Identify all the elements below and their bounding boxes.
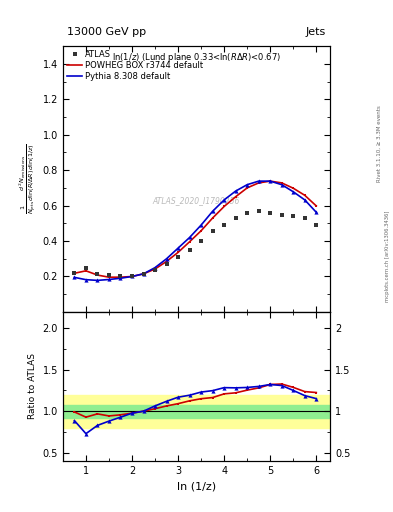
ATLAS: [118, 272, 123, 279]
ATLAS: [84, 265, 88, 271]
ATLAS: [314, 222, 319, 228]
ATLAS: [141, 271, 146, 277]
ATLAS: [187, 246, 192, 252]
Legend: ATLAS, POWHEG BOX r3744 default, Pythia 8.308 default: ATLAS, POWHEG BOX r3744 default, Pythia …: [65, 49, 205, 83]
Pythia 8.308 default: [95, 278, 100, 284]
POWHEG BOX r3744 default: [95, 272, 100, 278]
POWHEG BOX r3744 default: [72, 270, 77, 276]
POWHEG BOX r3744 default: [118, 274, 123, 280]
Pythia 8.308 default: [303, 197, 307, 203]
Pythia 8.308 default: [164, 255, 169, 262]
POWHEG BOX r3744 default: [268, 178, 273, 184]
Pythia 8.308 default: [107, 276, 111, 283]
POWHEG BOX r3744 default: [256, 180, 261, 186]
Pythia 8.308 default: [176, 245, 180, 251]
POWHEG BOX r3744 default: [130, 273, 134, 280]
Pythia 8.308 default: [187, 234, 192, 241]
POWHEG BOX r3744 default: [176, 249, 180, 255]
Pythia 8.308 default: [141, 271, 146, 277]
Pythia 8.308 default: [72, 274, 77, 281]
Pythia 8.308 default: [210, 208, 215, 215]
POWHEG BOX r3744 default: [187, 239, 192, 245]
Pythia 8.308 default: [279, 182, 284, 188]
POWHEG BOX r3744 default: [233, 194, 238, 200]
POWHEG BOX r3744 default: [84, 268, 88, 274]
ATLAS: [245, 210, 250, 216]
ATLAS: [199, 238, 204, 244]
Pythia 8.308 default: [84, 276, 88, 283]
Line: POWHEG BOX r3744 default: POWHEG BOX r3744 default: [74, 181, 316, 277]
POWHEG BOX r3744 default: [141, 271, 146, 277]
POWHEG BOX r3744 default: [314, 203, 319, 209]
Pythia 8.308 default: [222, 197, 226, 203]
Text: mcplots.cern.ch [arXiv:1306.3436]: mcplots.cern.ch [arXiv:1306.3436]: [385, 210, 389, 302]
POWHEG BOX r3744 default: [164, 259, 169, 265]
POWHEG BOX r3744 default: [210, 215, 215, 221]
ATLAS: [95, 271, 100, 277]
POWHEG BOX r3744 default: [279, 180, 284, 186]
ATLAS: [303, 215, 307, 221]
POWHEG BOX r3744 default: [152, 266, 157, 272]
POWHEG BOX r3744 default: [245, 185, 250, 191]
Pythia 8.308 default: [245, 182, 250, 188]
ATLAS: [164, 261, 169, 267]
Pythia 8.308 default: [130, 273, 134, 280]
ATLAS: [152, 267, 157, 273]
Pythia 8.308 default: [268, 178, 273, 184]
ATLAS: [107, 272, 111, 278]
Pythia 8.308 default: [314, 209, 319, 216]
ATLAS: [210, 228, 215, 234]
ATLAS: [268, 210, 273, 216]
POWHEG BOX r3744 default: [107, 274, 111, 280]
POWHEG BOX r3744 default: [303, 192, 307, 198]
Pythia 8.308 default: [256, 178, 261, 184]
Pythia 8.308 default: [152, 265, 157, 271]
Text: Jets: Jets: [306, 27, 326, 37]
Pythia 8.308 default: [118, 275, 123, 281]
Text: $\ln(1/z)$ (Lund plane 0.33<$\ln(R\Delta R)$<0.67): $\ln(1/z)$ (Lund plane 0.33<$\ln(R\Delta…: [112, 51, 281, 65]
Y-axis label: $\frac{1}{N_{\rm jets}}\frac{d^2N_{\rm emissions}}{d\ln(R/\Delta R)\,d\ln(1/z)}$: $\frac{1}{N_{\rm jets}}\frac{d^2N_{\rm e…: [18, 143, 39, 215]
Pythia 8.308 default: [233, 188, 238, 194]
ATLAS: [279, 212, 284, 218]
ATLAS: [72, 270, 77, 276]
Line: Pythia 8.308 default: Pythia 8.308 default: [74, 181, 316, 281]
ATLAS: [233, 215, 238, 221]
POWHEG BOX r3744 default: [291, 185, 296, 191]
POWHEG BOX r3744 default: [222, 203, 226, 209]
Text: 13000 GeV pp: 13000 GeV pp: [67, 27, 146, 37]
Text: ATLAS_2020_I1790256: ATLAS_2020_I1790256: [153, 196, 240, 205]
Pythia 8.308 default: [199, 222, 204, 228]
Y-axis label: Ratio to ATLAS: Ratio to ATLAS: [28, 353, 37, 419]
Text: Rivet 3.1.10, ≥ 3.3M events: Rivet 3.1.10, ≥ 3.3M events: [377, 105, 382, 182]
ATLAS: [176, 254, 180, 261]
ATLAS: [222, 222, 226, 228]
ATLAS: [291, 213, 296, 219]
Line: ATLAS: ATLAS: [72, 209, 319, 278]
X-axis label: ln (1/z): ln (1/z): [177, 481, 216, 491]
ATLAS: [130, 272, 134, 279]
Pythia 8.308 default: [291, 189, 296, 195]
ATLAS: [256, 208, 261, 215]
POWHEG BOX r3744 default: [199, 228, 204, 234]
